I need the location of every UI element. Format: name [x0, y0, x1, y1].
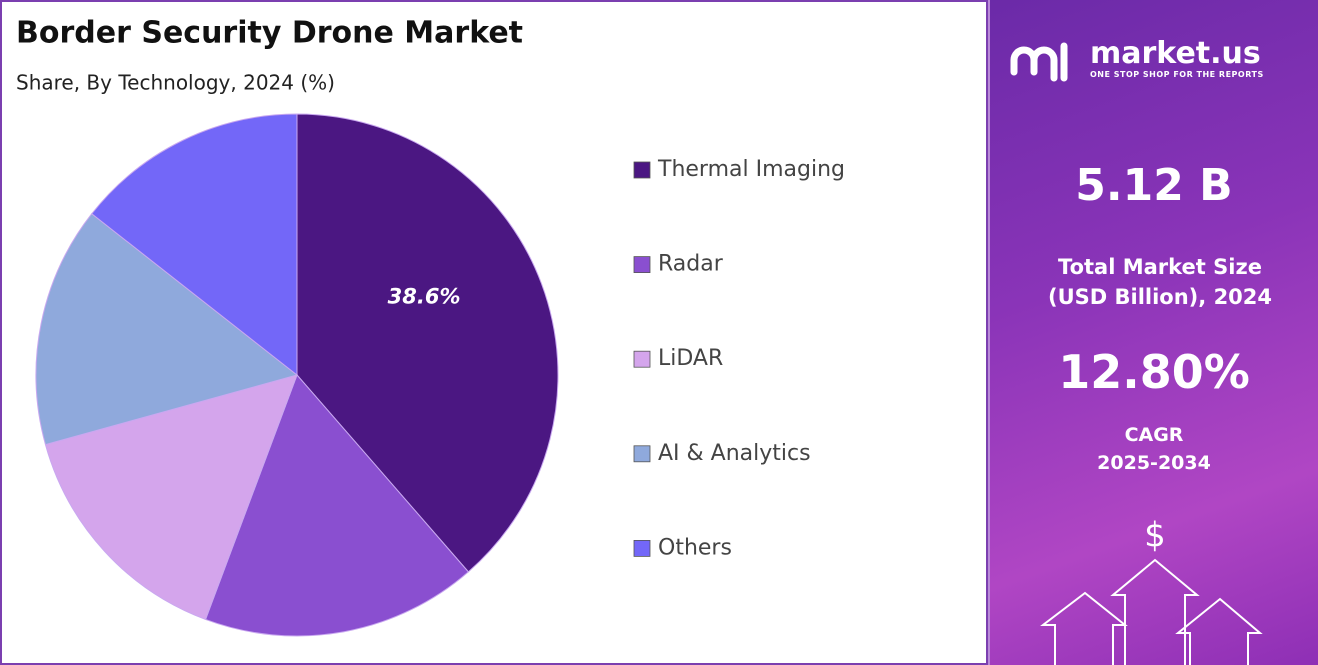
pie-slice	[296, 113, 559, 573]
cagr-value: 12.80%	[1058, 345, 1250, 399]
legend-swatch	[633, 256, 651, 274]
market-size-label: Total Market Size (USD Billion), 2024	[1047, 255, 1273, 309]
legend-label: Radar	[658, 252, 724, 277]
legend-label: Others	[658, 535, 732, 560]
cagr-period: 2025-2034	[1097, 452, 1211, 474]
legend-label: LiDAR	[658, 346, 723, 371]
pie-slice	[44, 374, 298, 621]
pie: 38.6%	[35, 113, 559, 637]
legend-label: Thermal Imaging	[657, 157, 845, 182]
legend-swatch	[633, 445, 651, 463]
legend: Thermal Imaging Radar LiDAR AI & Analytics O…	[633, 157, 845, 560]
legend-swatch	[633, 540, 651, 557]
side-panel: market.us ONE STOP SHOP FOR THE REPORTS …	[988, 0, 1318, 665]
brand-logo	[1010, 42, 1068, 82]
pie-slice	[204, 374, 470, 637]
legend-label: AI & Analytics	[658, 441, 811, 466]
growth-arrows: $	[1040, 516, 1263, 665]
brand-tagline: ONE STOP SHOP FOR THE REPORTS	[1090, 70, 1264, 79]
pie-slice	[35, 213, 299, 446]
pie-slice	[91, 113, 298, 377]
brand-name: market.us	[1090, 36, 1261, 71]
cagr-label: CAGR	[1124, 424, 1184, 446]
market-size: 5.12 B	[1075, 160, 1233, 211]
chart-subtitle: Share, By Technology, 2024 (%)	[16, 71, 335, 95]
data-label: 38.6%	[388, 284, 461, 308]
chart-title: Border Security Drone Market	[16, 16, 523, 51]
legend-swatch	[633, 161, 651, 179]
chart: Border Security Drone Market Share, By T…	[0, 0, 988, 665]
legend-swatch	[633, 350, 651, 368]
svg-text:$: $	[1144, 516, 1166, 556]
